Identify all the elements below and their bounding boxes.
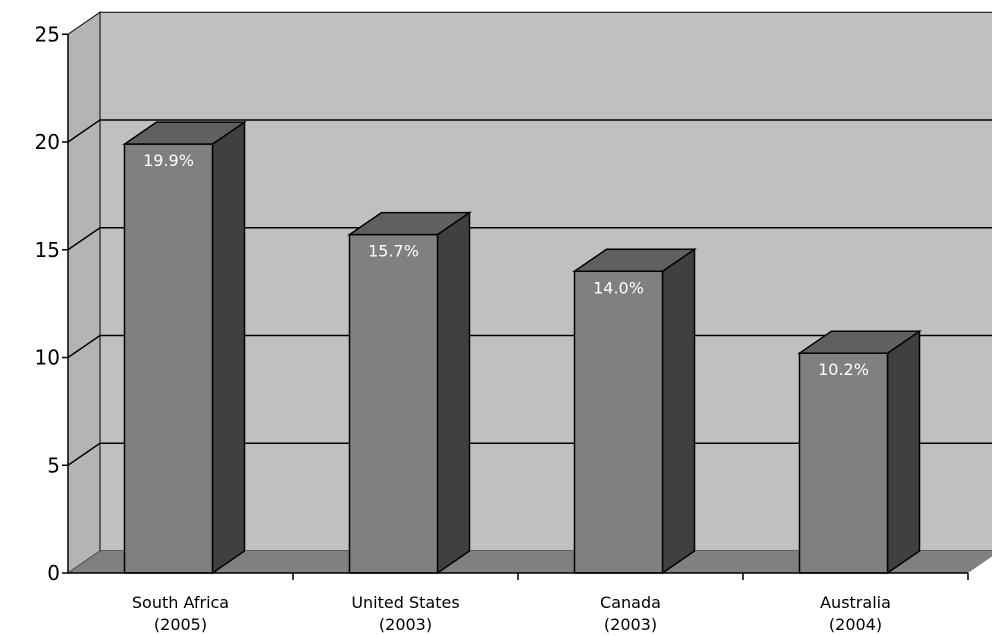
y-tick-label-25: 25 xyxy=(35,22,60,46)
gridline-15 xyxy=(67,227,992,251)
bar-1 xyxy=(347,211,472,575)
data-label-2: 14.0% xyxy=(593,278,644,297)
y-tick-label-15: 15 xyxy=(35,238,60,262)
bar-front-1 xyxy=(348,233,439,574)
floor xyxy=(68,551,992,573)
chart-walls xyxy=(67,11,992,574)
category-label-2-0: Canada xyxy=(600,593,661,612)
bar-front-3 xyxy=(798,352,889,574)
bar-side-2 xyxy=(661,247,696,575)
y-tick-label-5: 5 xyxy=(47,453,60,477)
gridline-20 xyxy=(67,119,992,143)
data-label-0: 19.9% xyxy=(143,151,194,170)
bar-2 xyxy=(572,247,697,575)
bar-front-2 xyxy=(573,270,664,574)
bar-side-3 xyxy=(886,329,921,575)
category-label-1-1: (2003) xyxy=(379,615,432,634)
gridline-5 xyxy=(67,442,992,466)
category-label-0-1: (2005) xyxy=(154,615,207,634)
bars xyxy=(122,120,922,575)
data-label-1: 15.7% xyxy=(368,242,419,261)
category-label-2-1: (2003) xyxy=(604,615,657,634)
bar-side-0 xyxy=(211,120,246,575)
gridline-10 xyxy=(67,334,992,359)
bar-front-0 xyxy=(123,143,214,574)
category-label-0-0: South Africa xyxy=(132,593,229,612)
gridlines xyxy=(67,119,992,466)
side-wall xyxy=(67,11,101,574)
data-label-3: 10.2% xyxy=(818,360,869,379)
category-label-3-0: Australia xyxy=(820,593,891,612)
category-label-1-0: United States xyxy=(351,593,459,612)
y-tick-label-20: 20 xyxy=(35,130,60,154)
y-tick-label-0: 0 xyxy=(47,561,60,585)
axes xyxy=(62,33,969,580)
bar-side-1 xyxy=(436,211,471,575)
y-tick-label-10: 10 xyxy=(35,346,60,370)
bar-0 xyxy=(122,120,247,575)
labels: 19.9% South Africa (2005) 15.7% United State… xyxy=(35,22,891,634)
category-label-3-1: (2004) xyxy=(829,615,882,634)
bar-3 xyxy=(797,329,922,575)
